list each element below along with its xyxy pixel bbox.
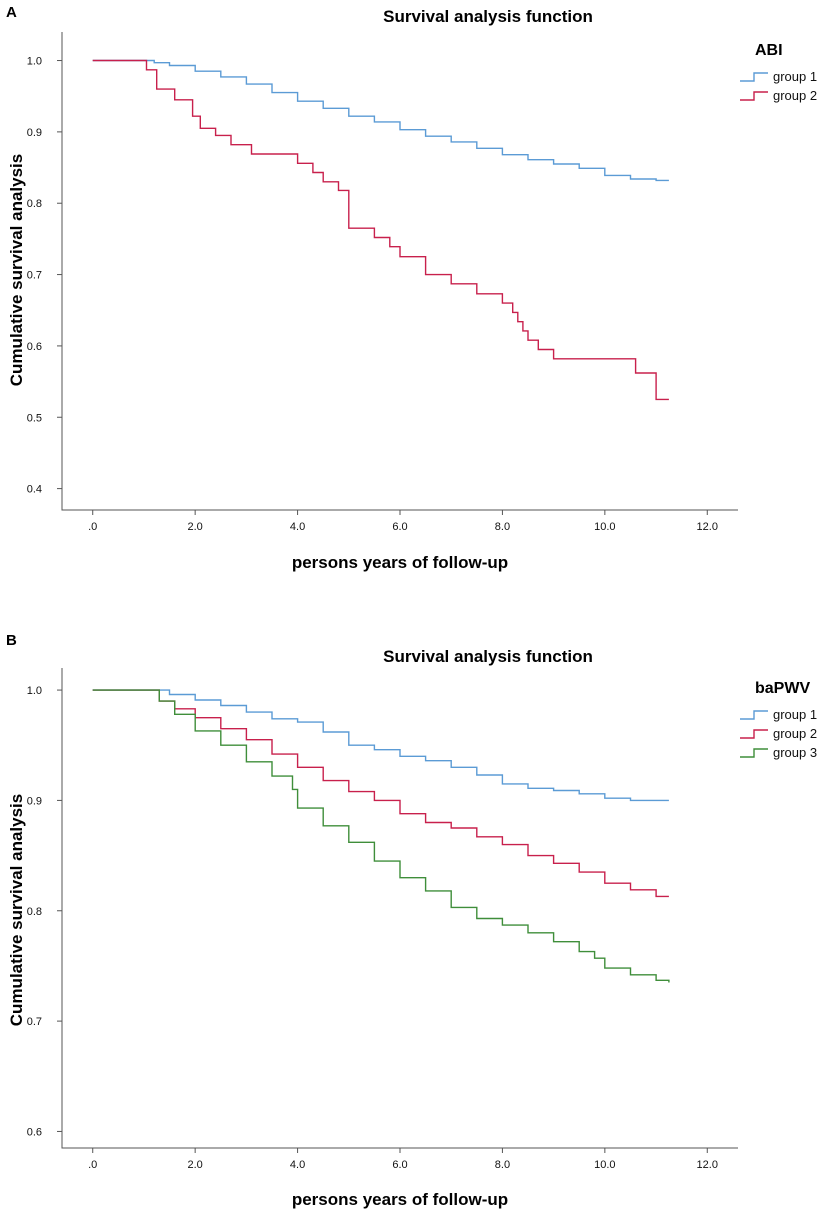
y-tick-label: 0.4 — [27, 484, 42, 496]
axes — [61, 668, 738, 1149]
x-tick-label: 6.0 — [392, 1159, 407, 1171]
x-tick-label: 4.0 — [290, 1159, 305, 1171]
legend: baPWV group 1 group 2 group 3 — [740, 680, 817, 760]
legend-label: group 1 — [773, 707, 817, 722]
survival-curve-group-3 — [92, 689, 670, 983]
x-tick-label: 2.0 — [188, 1159, 203, 1171]
chart-title: Survival analysis function — [383, 7, 593, 26]
y-tick-label: 0.6 — [27, 341, 42, 353]
survival-curve-group-2 — [92, 59, 669, 401]
y-axis-label: Cumulative survival analysis — [7, 794, 26, 1026]
x-tick-label: 6.0 — [392, 521, 407, 533]
legend-swatch — [740, 91, 768, 101]
panel-label: B — [6, 632, 17, 649]
survival-curve-group-1 — [92, 59, 669, 182]
y-tick-label: 0.6 — [27, 1126, 42, 1138]
x-tick-label: .0 — [88, 1159, 97, 1171]
x-tick-label: 8.0 — [495, 521, 510, 533]
chart-panel-a: A Survival analysis function persons years… — [6, 4, 817, 572]
x-tick-label: 12.0 — [697, 1159, 718, 1171]
survival-curve-group-1 — [92, 689, 669, 802]
y-tick-label: 1.0 — [27, 685, 42, 697]
legend-swatch — [740, 72, 768, 82]
x-tick-label: 10.0 — [594, 521, 615, 533]
y-tick-label: 0.5 — [27, 412, 42, 424]
legend-label: group 2 — [773, 88, 817, 103]
legend-swatch — [740, 710, 768, 720]
x-tick-label: 2.0 — [188, 521, 203, 533]
y-tick-label: 0.9 — [27, 795, 42, 807]
legend-label: group 2 — [773, 726, 817, 741]
legend: ABI group 1 group 2 — [740, 42, 817, 103]
legend-title: baPWV — [755, 680, 810, 697]
x-tick-label: 4.0 — [290, 521, 305, 533]
y-tick-label: 1.0 — [27, 56, 42, 68]
panel-label: A — [6, 4, 17, 21]
y-axis-label: Cumulative survival analysis — [7, 154, 26, 386]
x-axis-label: persons years of follow-up — [292, 553, 508, 572]
axes — [61, 32, 738, 511]
legend-label: group 1 — [773, 69, 817, 84]
legend-swatch — [740, 748, 768, 758]
y-tick-label: 0.9 — [27, 127, 42, 139]
x-tick-label: .0 — [88, 521, 97, 533]
legend-swatch — [740, 729, 768, 739]
y-tick-label: 0.7 — [27, 270, 42, 282]
y-tick-label: 0.7 — [27, 1016, 42, 1028]
x-tick-label: 10.0 — [594, 1159, 615, 1171]
x-axis-label: persons years of follow-up — [292, 1190, 508, 1209]
survival-curve-group-2 — [92, 689, 669, 898]
x-tick-label: 12.0 — [697, 521, 718, 533]
chart-panel-b: B Survival analysis function persons years… — [6, 632, 817, 1209]
chart-title: Survival analysis function — [383, 647, 593, 666]
x-tick-label: 8.0 — [495, 1159, 510, 1171]
legend-label: group 3 — [773, 745, 817, 760]
y-tick-label: 0.8 — [27, 198, 42, 210]
y-tick-label: 0.8 — [27, 906, 42, 918]
legend-title: ABI — [755, 42, 783, 59]
